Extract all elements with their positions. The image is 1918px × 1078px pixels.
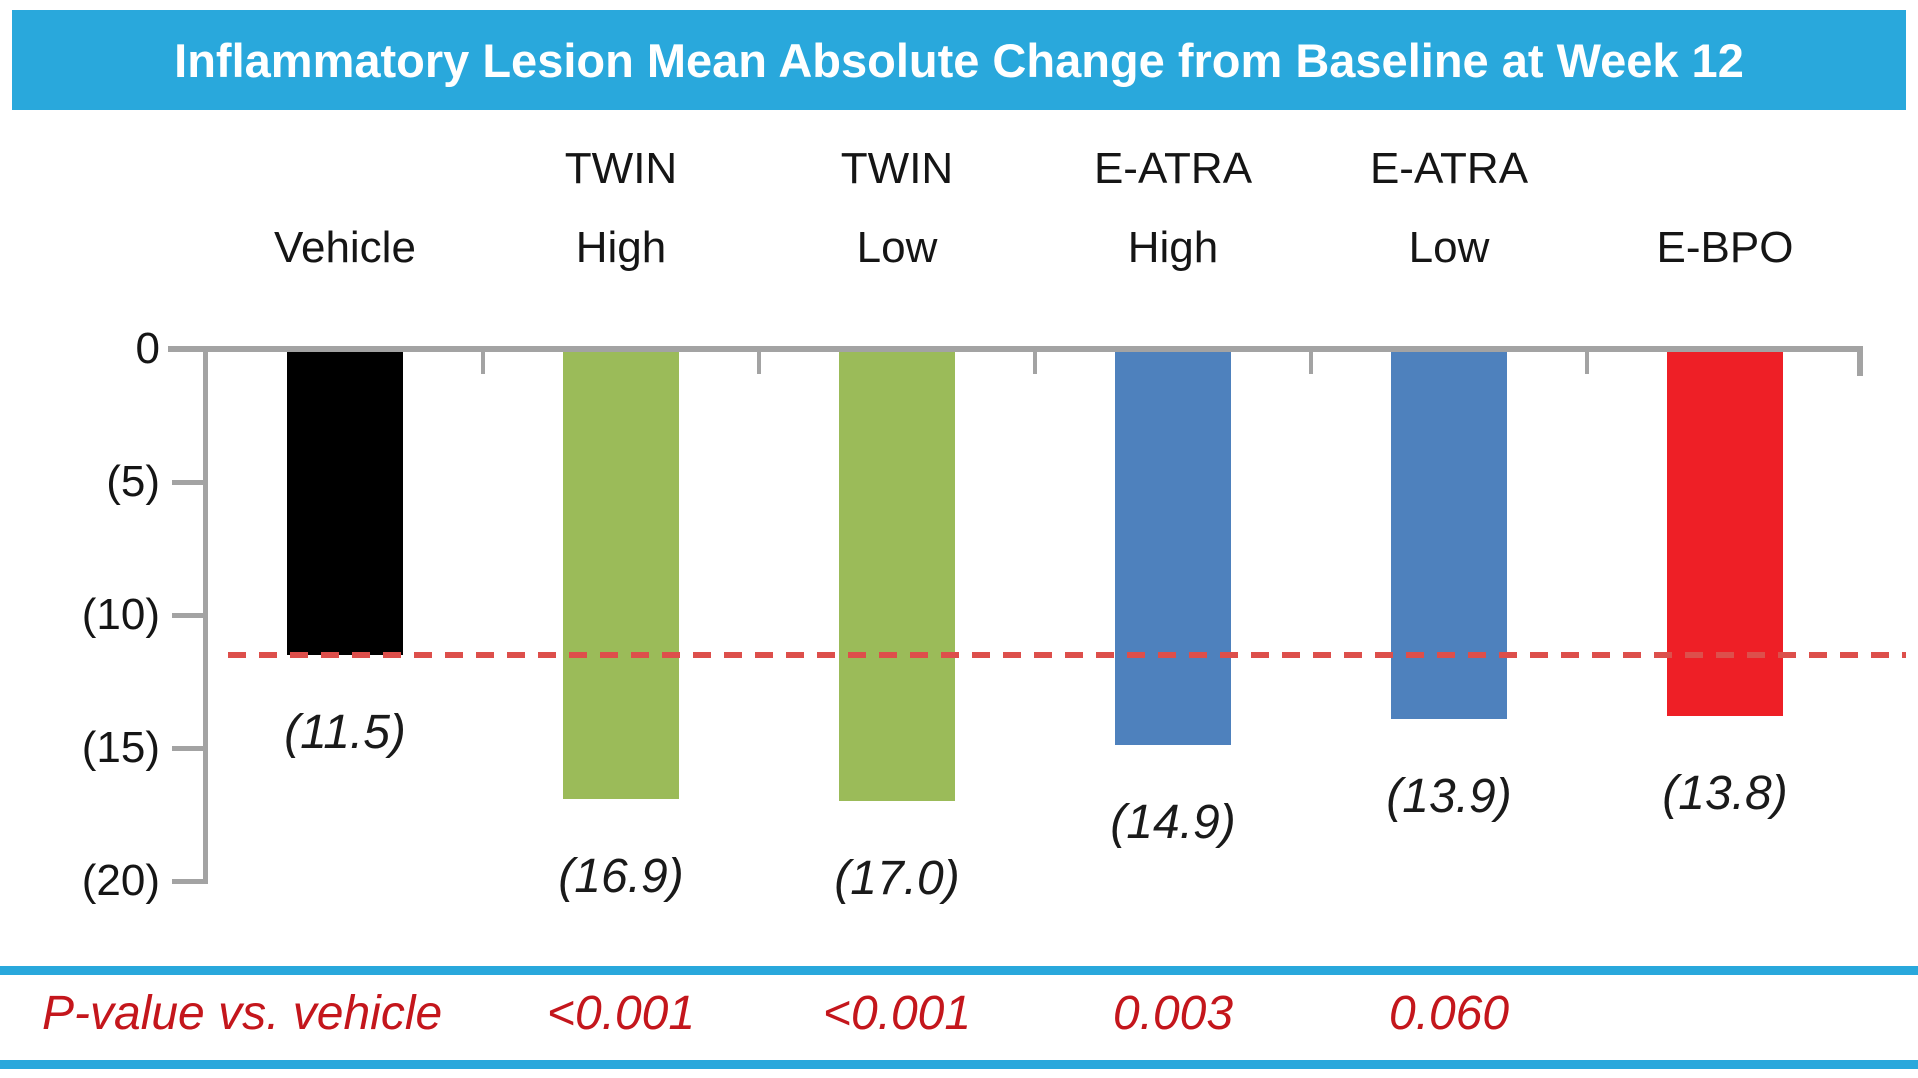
bar-value-label-twin-low: (17.0): [834, 852, 960, 905]
category-label-line: Low: [856, 222, 938, 272]
y-axis-tick: [172, 347, 204, 352]
bar-value-label-e-atra-low: (13.9): [1386, 770, 1512, 823]
y-axis-tick: [172, 879, 204, 884]
y-axis-tick-label: 0: [135, 324, 160, 373]
bar-e-bpo: [1667, 352, 1783, 716]
bar-e-atra-low: [1391, 352, 1507, 719]
bar-twin-low: [839, 352, 955, 801]
band-bottom-rule: [0, 1060, 1918, 1069]
category-label-line: TWIN: [564, 144, 678, 194]
category-label-twin-high: TWIN High: [483, 133, 759, 287]
category-label-e-bpo: E-BPO: [1587, 133, 1863, 287]
y-axis-line: [203, 346, 208, 884]
x-axis-tick: [1309, 352, 1313, 374]
y-axis-tick-label: (15): [81, 723, 160, 772]
bar-value-label-vehicle: (11.5): [284, 706, 406, 759]
y-axis-tick-label: (10): [81, 590, 160, 639]
band-top-rule: [0, 966, 1918, 975]
chart-title: Inflammatory Lesion Mean Absolute Change…: [174, 33, 1744, 87]
category-label-line: High: [1127, 222, 1219, 272]
x-axis-tick: [1585, 352, 1589, 374]
category-label-line: Low: [1408, 222, 1490, 272]
y-axis-tick-label: (5): [106, 457, 160, 506]
category-label-e-atra-high: E-ATRA High: [1035, 133, 1311, 287]
category-label-line: E-ATRA: [1093, 144, 1253, 194]
chart-title-bar: Inflammatory Lesion Mean Absolute Change…: [12, 10, 1906, 110]
plot-area: 0 (5) (10) (15) (20) Vehicle (11.5) TWIN High (16…: [0, 110, 1918, 966]
bar-e-atra-high: [1115, 352, 1231, 745]
x-axis-tick: [1033, 352, 1037, 374]
x-axis-end-tick: [1857, 352, 1863, 376]
category-label-line: TWIN: [840, 144, 954, 194]
category-label-vehicle: Vehicle: [207, 133, 483, 287]
category-label-twin-low: TWIN Low: [759, 133, 1035, 287]
y-axis-tick-label: (20): [81, 856, 160, 905]
bar-value-label-e-bpo: (13.8): [1662, 767, 1788, 820]
bar-value-label-e-atra-high: (14.9): [1110, 796, 1236, 849]
x-axis-tick: [481, 352, 485, 374]
y-axis-tick: [172, 746, 204, 751]
category-label-line: E-ATRA: [1369, 144, 1529, 194]
x-axis-line: [168, 346, 1863, 352]
pvalue-e-atra-high: 0.003: [1112, 987, 1234, 1040]
pvalue-twin-low: <0.001: [822, 987, 972, 1040]
pvalue-row-label: P-value vs. vehicle: [42, 987, 443, 1040]
pvalue-twin-high: <0.001: [546, 987, 696, 1040]
pvalue-e-atra-low: 0.060: [1388, 987, 1510, 1040]
y-axis-tick: [172, 480, 204, 485]
bar-vehicle: [287, 352, 403, 655]
category-label-line: E-BPO: [1656, 222, 1794, 272]
bar-twin-high: [563, 352, 679, 799]
category-label-e-atra-low: E-ATRA Low: [1311, 133, 1587, 287]
category-label-line: High: [575, 222, 667, 272]
bar-value-label-twin-high: (16.9): [558, 850, 684, 903]
vehicle-reference-line: [228, 652, 1906, 658]
y-axis-tick: [172, 613, 204, 618]
category-label-line: Vehicle: [274, 222, 416, 272]
x-axis-tick: [757, 352, 761, 374]
